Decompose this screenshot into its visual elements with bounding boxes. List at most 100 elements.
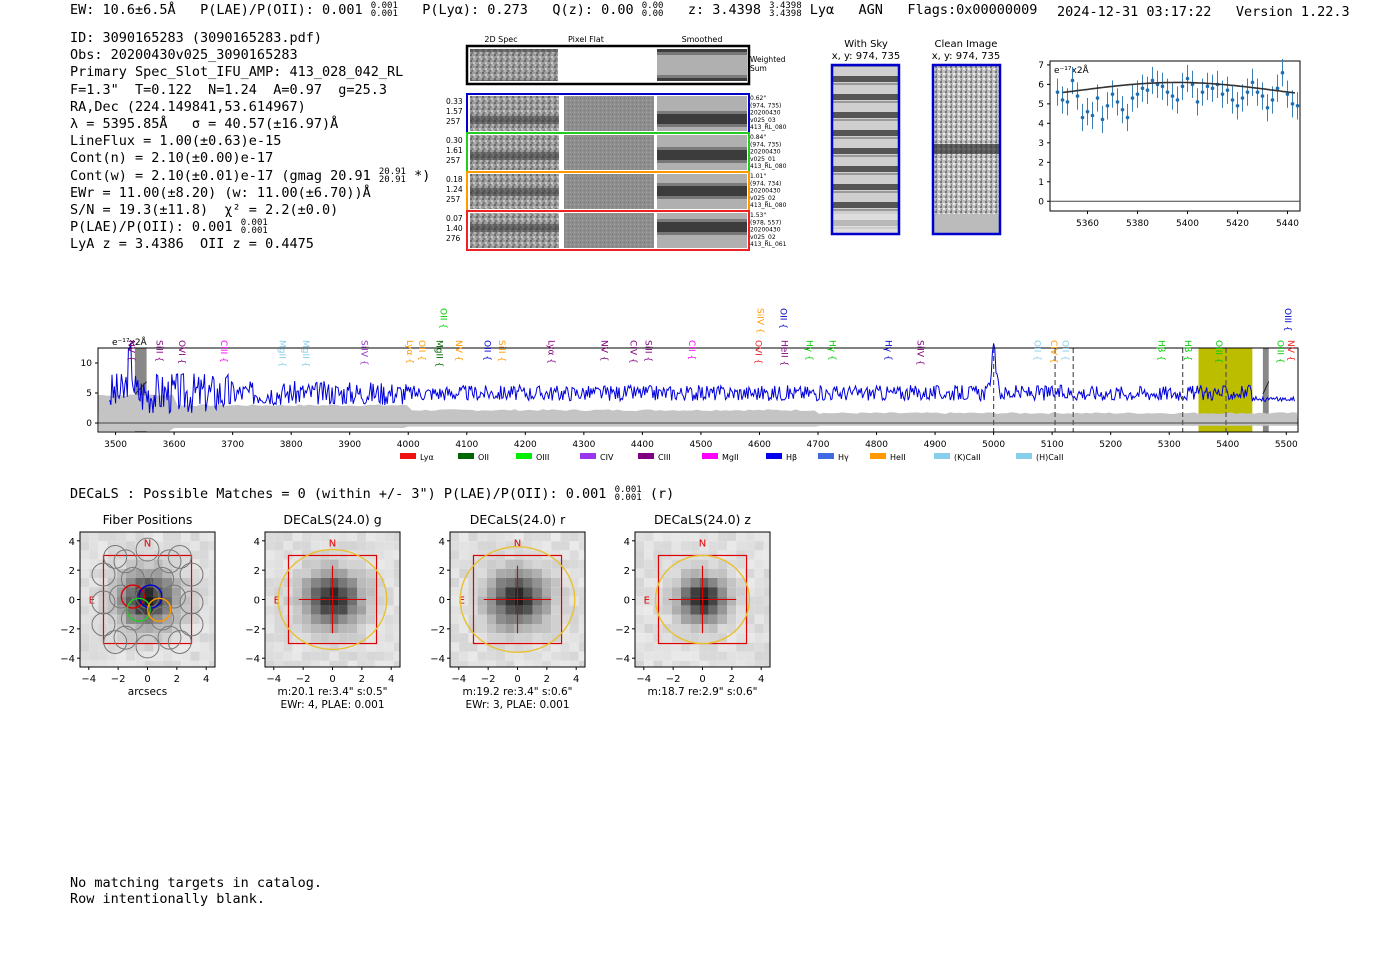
decals-pixel-1 xyxy=(375,651,385,661)
decals-pixel-2 xyxy=(560,614,570,624)
decals-pixel-1 xyxy=(292,578,302,588)
spec-xtick-label-5500: 5500 xyxy=(1275,440,1298,450)
decals-pixel-1 xyxy=(283,642,293,652)
decals-ytick-label-3-2: 2 xyxy=(624,566,630,577)
legend-label-9: (K)CaII xyxy=(954,453,981,462)
decals-pixel-2 xyxy=(468,660,478,667)
decals-pixel-1 xyxy=(265,596,275,606)
redshift-range: 3.4398 3.4398 xyxy=(769,1,802,19)
decals-pixel-0 xyxy=(208,660,215,667)
decals-pixel-3 xyxy=(671,568,681,578)
decals-pixel-1 xyxy=(311,651,321,661)
decals-pixel-3 xyxy=(745,550,755,560)
decals-pixel-1 xyxy=(366,633,376,643)
tile-info-0-4: 413_RL_080 xyxy=(750,124,787,131)
decals-pixel-2 xyxy=(542,651,552,661)
spec-xtick-label-4100: 4100 xyxy=(455,440,478,450)
decals-pixel-0 xyxy=(162,559,172,569)
spec-ytick-label-0: 0 xyxy=(86,419,92,429)
decals-pixel-3 xyxy=(727,587,737,597)
decals-pixel-1 xyxy=(329,624,339,634)
fiber-params: F=1.3" T=0.122 N=1.24 A=0.97 g=25.3 xyxy=(70,81,387,98)
decals-ytick-label-0--2: −2 xyxy=(60,625,75,636)
spec-line-label-16: CIV { xyxy=(628,340,638,364)
decals-pixel-0 xyxy=(190,624,200,634)
decals-pixel-2 xyxy=(505,633,515,643)
decals-xtick-label-1--4: −4 xyxy=(266,674,281,685)
decals-pixel-2 xyxy=(523,559,533,569)
zoom-point-34 xyxy=(1225,88,1230,93)
decals-pixel-2 xyxy=(560,633,570,643)
decals-pixel-0 xyxy=(162,587,172,597)
decals-pixel-3 xyxy=(644,651,654,661)
decals-pixel-1 xyxy=(292,642,302,652)
plae-info-range: 0.001 0.001 xyxy=(240,218,268,237)
decals-pixel-1 xyxy=(393,605,400,615)
decals-pixel-1 xyxy=(357,614,367,624)
zoom-point-38 xyxy=(1245,90,1250,94)
decals-pixel-1 xyxy=(357,568,367,578)
zoom-xtick-label-5440: 5440 xyxy=(1276,219,1299,229)
zoom-ytick-label-1: 1 xyxy=(1038,178,1044,188)
decals-pixel-2 xyxy=(477,605,487,615)
decals-pixel-2 xyxy=(551,587,561,597)
decals-pixel-2 xyxy=(560,578,570,588)
decals-pixel-3 xyxy=(717,559,727,569)
decals-pixel-1 xyxy=(338,559,348,569)
decals-pixel-2 xyxy=(551,660,561,667)
tile-info-3-4: 413_RL_061 xyxy=(750,241,787,248)
decals-pixel-1 xyxy=(375,568,385,578)
decals-pixel-2 xyxy=(578,550,585,560)
spec-line-label-22: HeII { xyxy=(779,340,789,366)
tile-val-3-2: 276 xyxy=(446,234,461,243)
fiber-highlight-3 xyxy=(147,597,172,622)
spec-noise-envelope xyxy=(98,394,1298,432)
decals-pixel-0 xyxy=(199,660,209,667)
decals-pixel-3 xyxy=(763,651,770,661)
decals-pixel-0 xyxy=(190,642,200,652)
decals-pixel-0 xyxy=(153,660,163,667)
tile-val-1-1: 1.61 xyxy=(446,146,463,155)
decals-ytick-label-1-2: 2 xyxy=(254,566,260,577)
decals-pixel-3 xyxy=(635,578,645,588)
flags: Flags:0x00000009 xyxy=(907,2,1038,18)
decals-pixel-0 xyxy=(80,578,90,588)
zoom-point-15 xyxy=(1130,96,1135,100)
decals-xtick-label-2-4: 4 xyxy=(573,674,579,685)
tile-2d-1 xyxy=(470,135,559,170)
decals-pixel-3 xyxy=(644,642,654,652)
decals-pixel-2 xyxy=(560,550,570,560)
decals-pixel-2 xyxy=(523,605,533,615)
decals-pixel-3 xyxy=(635,587,645,597)
spec-line-label-14: Lyα { xyxy=(546,340,556,364)
decals-pixel-3 xyxy=(708,633,718,643)
decals-pixel-0 xyxy=(181,660,191,667)
zoom-point-6 xyxy=(1085,109,1090,114)
redshift: z: 3.4398 xyxy=(687,2,761,18)
decals-pixel-0 xyxy=(116,568,126,578)
decals-pixel-2 xyxy=(532,568,542,578)
fiber-circle-15 xyxy=(179,612,204,637)
decals-pixel-3 xyxy=(690,596,700,606)
decals-pixel-3 xyxy=(745,541,755,551)
decals-pixel-3 xyxy=(754,596,764,606)
decals-pixel-0 xyxy=(172,532,182,542)
decals-east-3: E xyxy=(644,596,650,607)
decals-pixel-2 xyxy=(551,568,561,578)
decals-pixel-3 xyxy=(717,532,727,542)
decals-pixel-1 xyxy=(357,624,367,634)
fiber-circle-20 xyxy=(167,630,192,655)
decals-pixel-1 xyxy=(357,578,367,588)
decals-pixel-0 xyxy=(172,578,182,588)
decals-pixel-3 xyxy=(671,532,681,542)
decals-pixel-0 xyxy=(190,578,200,588)
tile-info-3-3: v025_02 xyxy=(750,234,776,241)
decals-pixel-2 xyxy=(523,541,533,551)
decals-pixel-3 xyxy=(690,605,700,615)
decals-pixel-1 xyxy=(311,541,321,551)
decals-pixel-2 xyxy=(560,642,570,652)
zoom-point-11 xyxy=(1110,92,1115,96)
decals-pixel-1 xyxy=(384,651,394,661)
decals-pixel-3 xyxy=(662,578,672,588)
decals-pixel-2 xyxy=(532,605,542,615)
